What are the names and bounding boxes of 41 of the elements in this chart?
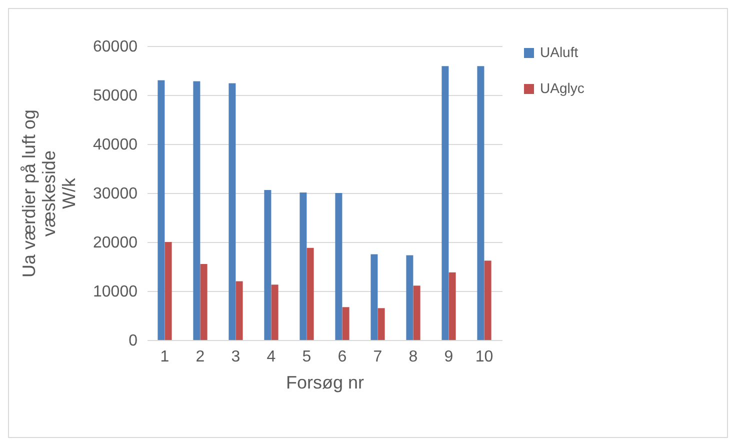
- y-axis-title: Ua værdier på luft og væskeside W/k: [19, 109, 80, 278]
- bar: [264, 190, 272, 340]
- y-tick-label: 30000: [93, 186, 138, 202]
- x-tick-label: 2: [196, 348, 205, 366]
- bar: [477, 66, 484, 340]
- bar: [271, 284, 278, 340]
- bar: [158, 80, 165, 340]
- bar: [300, 192, 307, 340]
- bar: [342, 307, 350, 340]
- x-axis-title: Forsøg nr: [286, 372, 364, 392]
- x-tick-label: 4: [266, 348, 276, 366]
- bar: [306, 248, 314, 340]
- bar: [484, 260, 492, 340]
- x-tick-label: 10: [475, 348, 494, 366]
- bar: [442, 66, 449, 340]
- bar: [448, 272, 456, 340]
- bar: [406, 255, 414, 340]
- y-tick-label: 50000: [93, 88, 138, 104]
- x-tick-label: 1: [160, 348, 170, 366]
- bar: [164, 242, 172, 340]
- bar: [236, 281, 243, 340]
- x-tick-label: 7: [373, 348, 382, 366]
- y-tick-label: 10000: [93, 284, 138, 300]
- y-tick-label: 40000: [93, 136, 138, 154]
- x-tick-label: 5: [302, 348, 312, 366]
- bar: [378, 308, 385, 340]
- x-tick-label: 6: [338, 348, 347, 366]
- bar: [370, 254, 378, 340]
- bar: [193, 81, 200, 340]
- x-tick-label: 9: [444, 348, 454, 366]
- y-tick-label: 20000: [93, 234, 138, 252]
- bar: [413, 286, 420, 340]
- x-tick-label: 8: [408, 348, 418, 366]
- bar: [335, 193, 342, 340]
- y-tick-label: 0: [128, 332, 138, 350]
- legend-label: UAglyc: [540, 80, 584, 96]
- bar: [228, 83, 236, 340]
- legend-label: UAluft: [540, 44, 578, 60]
- x-tick-label: 3: [231, 348, 240, 366]
- y-tick-label: 60000: [93, 38, 138, 56]
- bar: [200, 264, 208, 340]
